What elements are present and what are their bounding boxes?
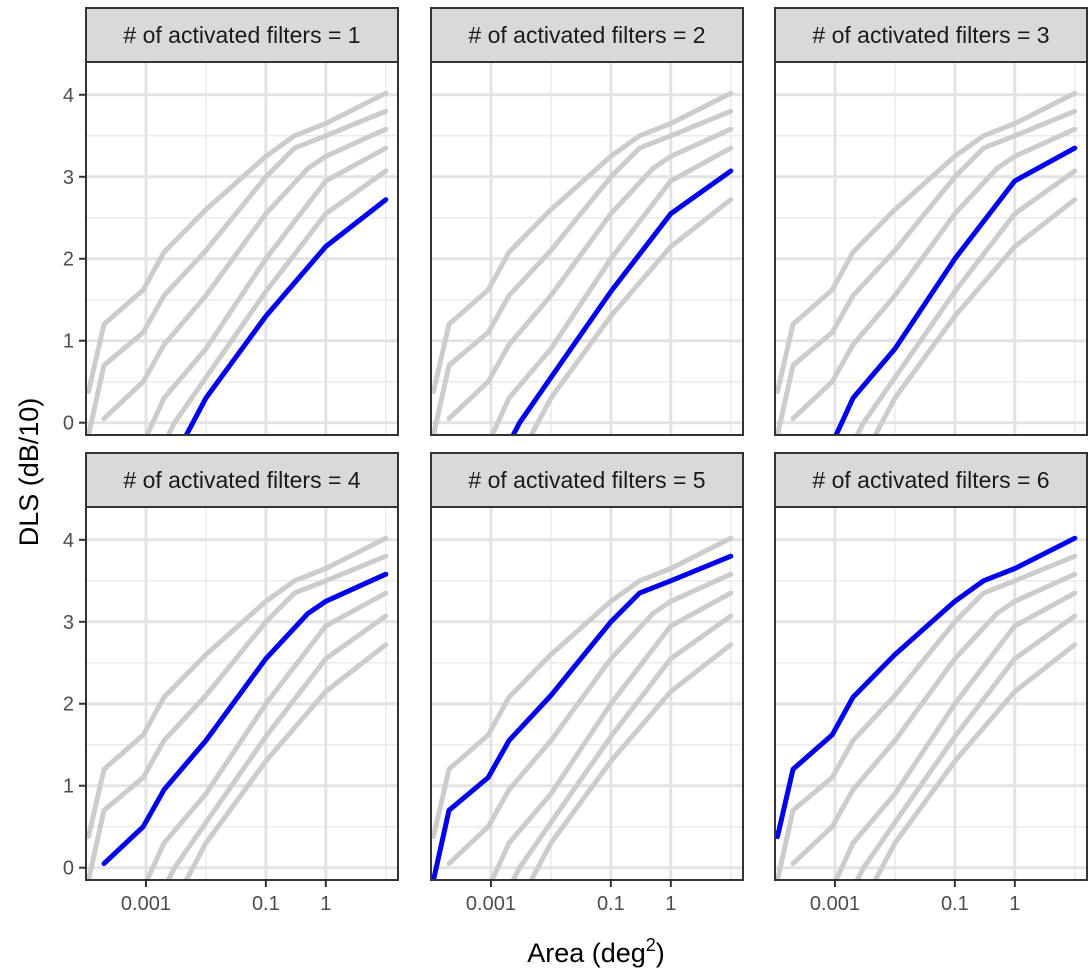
facet-panel-1: # of activated filters = 1 0 1 2 3 4 bbox=[63, 7, 399, 436]
background-series-line-2 bbox=[165, 168, 389, 435]
x-tick-label: 0.1 bbox=[597, 893, 625, 915]
x-tick-label: 0.001 bbox=[810, 893, 860, 915]
background-series-line-1 bbox=[528, 642, 734, 880]
background-series-line-4 bbox=[446, 126, 734, 422]
background-series-line-5 bbox=[86, 553, 389, 880]
facet-strip-label: # of activated filters = 1 bbox=[123, 22, 360, 48]
y-tick-label: 4 bbox=[63, 530, 74, 552]
series-lines bbox=[775, 535, 1078, 880]
background-series-line-5 bbox=[86, 108, 389, 435]
panel-border bbox=[430, 506, 744, 881]
panel-border bbox=[85, 506, 399, 881]
highlighted-series-line bbox=[431, 553, 734, 880]
facet-panel-4: # of activated filters = 4 0 1 2 3 4 0.001 0.1 1 bbox=[63, 452, 399, 915]
panel-border bbox=[774, 506, 1088, 881]
background-series-line-6 bbox=[431, 90, 734, 395]
background-series-line-5 bbox=[431, 108, 734, 435]
background-series-line-6 bbox=[86, 90, 389, 395]
facet-strip bbox=[430, 452, 744, 508]
y-tick-label: 2 bbox=[63, 249, 74, 271]
facet-panel-5: # of activated filters = 5 0.001 0.1 1 bbox=[430, 452, 744, 915]
y-tick-label: 3 bbox=[63, 167, 74, 189]
series-lines bbox=[775, 90, 1078, 435]
series-lines bbox=[431, 90, 734, 435]
facet-strip-label: # of activated filters = 6 bbox=[812, 467, 1049, 493]
highlighted-series-line bbox=[510, 168, 734, 435]
x-tick-label: 0.1 bbox=[941, 893, 969, 915]
y-tick-label: 4 bbox=[63, 85, 74, 107]
panel-border bbox=[85, 61, 399, 436]
background-series-line-5 bbox=[775, 108, 1078, 435]
background-series-line-1 bbox=[872, 642, 1078, 880]
y-tick-label: 0 bbox=[63, 858, 74, 880]
background-series-line-4 bbox=[790, 126, 1078, 422]
background-series-line-3 bbox=[833, 590, 1078, 880]
highlighted-series-line bbox=[183, 197, 389, 435]
background-series-line-6 bbox=[86, 535, 389, 840]
background-series-line-4 bbox=[101, 126, 389, 422]
panel-border bbox=[774, 61, 1088, 436]
y-axis-title: DLS (dB/10) bbox=[14, 398, 44, 547]
series-lines bbox=[86, 90, 389, 435]
x-axis-title-superscript: 2 bbox=[646, 935, 656, 955]
y-tick-label: 1 bbox=[63, 776, 74, 798]
background-series-line-2 bbox=[510, 613, 734, 880]
background-series-line-3 bbox=[144, 145, 389, 435]
background-series-line-1 bbox=[872, 197, 1078, 435]
grid-lines bbox=[775, 62, 1087, 435]
facet-strip bbox=[85, 452, 399, 508]
grid-lines bbox=[775, 507, 1087, 880]
highlighted-series-line bbox=[775, 535, 1078, 840]
background-series-line-3 bbox=[144, 590, 389, 880]
x-tick-label: 1 bbox=[320, 893, 331, 915]
background-series-line-4 bbox=[446, 571, 734, 867]
x-tick-label: 1 bbox=[665, 893, 676, 915]
x-axis-title: Area (deg2) bbox=[527, 935, 665, 968]
background-series-line-2 bbox=[165, 613, 389, 880]
facet-strip bbox=[774, 452, 1088, 508]
x-tick-label: 0.001 bbox=[121, 893, 171, 915]
y-tick-label: 2 bbox=[63, 694, 74, 716]
background-series-line-3 bbox=[489, 590, 734, 880]
y-tick-label: 1 bbox=[63, 331, 74, 353]
background-series-line-3 bbox=[489, 145, 734, 435]
facet-panel-2: # of activated filters = 2 bbox=[430, 7, 744, 436]
facet-strip-label: # of activated filters = 5 bbox=[468, 467, 705, 493]
background-series-line-6 bbox=[775, 90, 1078, 395]
facet-panel-3: # of activated filters = 3 bbox=[774, 7, 1088, 436]
background-series-line-2 bbox=[854, 613, 1078, 880]
highlighted-series-line bbox=[833, 145, 1078, 435]
facet-strip-label: # of activated filters = 4 bbox=[123, 467, 360, 493]
background-series-line-1 bbox=[528, 197, 734, 435]
x-tick-label: 0.001 bbox=[466, 893, 516, 915]
y-tick-label: 3 bbox=[63, 612, 74, 634]
facet-panel-6: # of activated filters = 6 0.001 0.1 1 bbox=[774, 452, 1088, 915]
x-axis-title-main: Area (deg bbox=[527, 938, 646, 968]
facet-strip-label: # of activated filters = 2 bbox=[468, 22, 705, 48]
series-lines bbox=[86, 535, 389, 880]
facet-strip bbox=[85, 7, 399, 63]
panel-border bbox=[430, 61, 744, 436]
facet-strip-label: # of activated filters = 3 bbox=[812, 22, 1049, 48]
x-axis-title-close: ) bbox=[656, 938, 665, 968]
highlighted-series-line bbox=[101, 571, 389, 867]
y-tick-label: 0 bbox=[63, 413, 74, 435]
background-series-line-1 bbox=[183, 642, 389, 880]
background-series-line-5 bbox=[775, 553, 1078, 880]
series-lines bbox=[431, 535, 734, 880]
x-tick-label: 0.1 bbox=[252, 893, 280, 915]
background-series-line-4 bbox=[790, 571, 1078, 867]
background-series-line-6 bbox=[431, 535, 734, 840]
x-tick-label: 1 bbox=[1009, 893, 1020, 915]
background-series-line-2 bbox=[854, 168, 1078, 435]
